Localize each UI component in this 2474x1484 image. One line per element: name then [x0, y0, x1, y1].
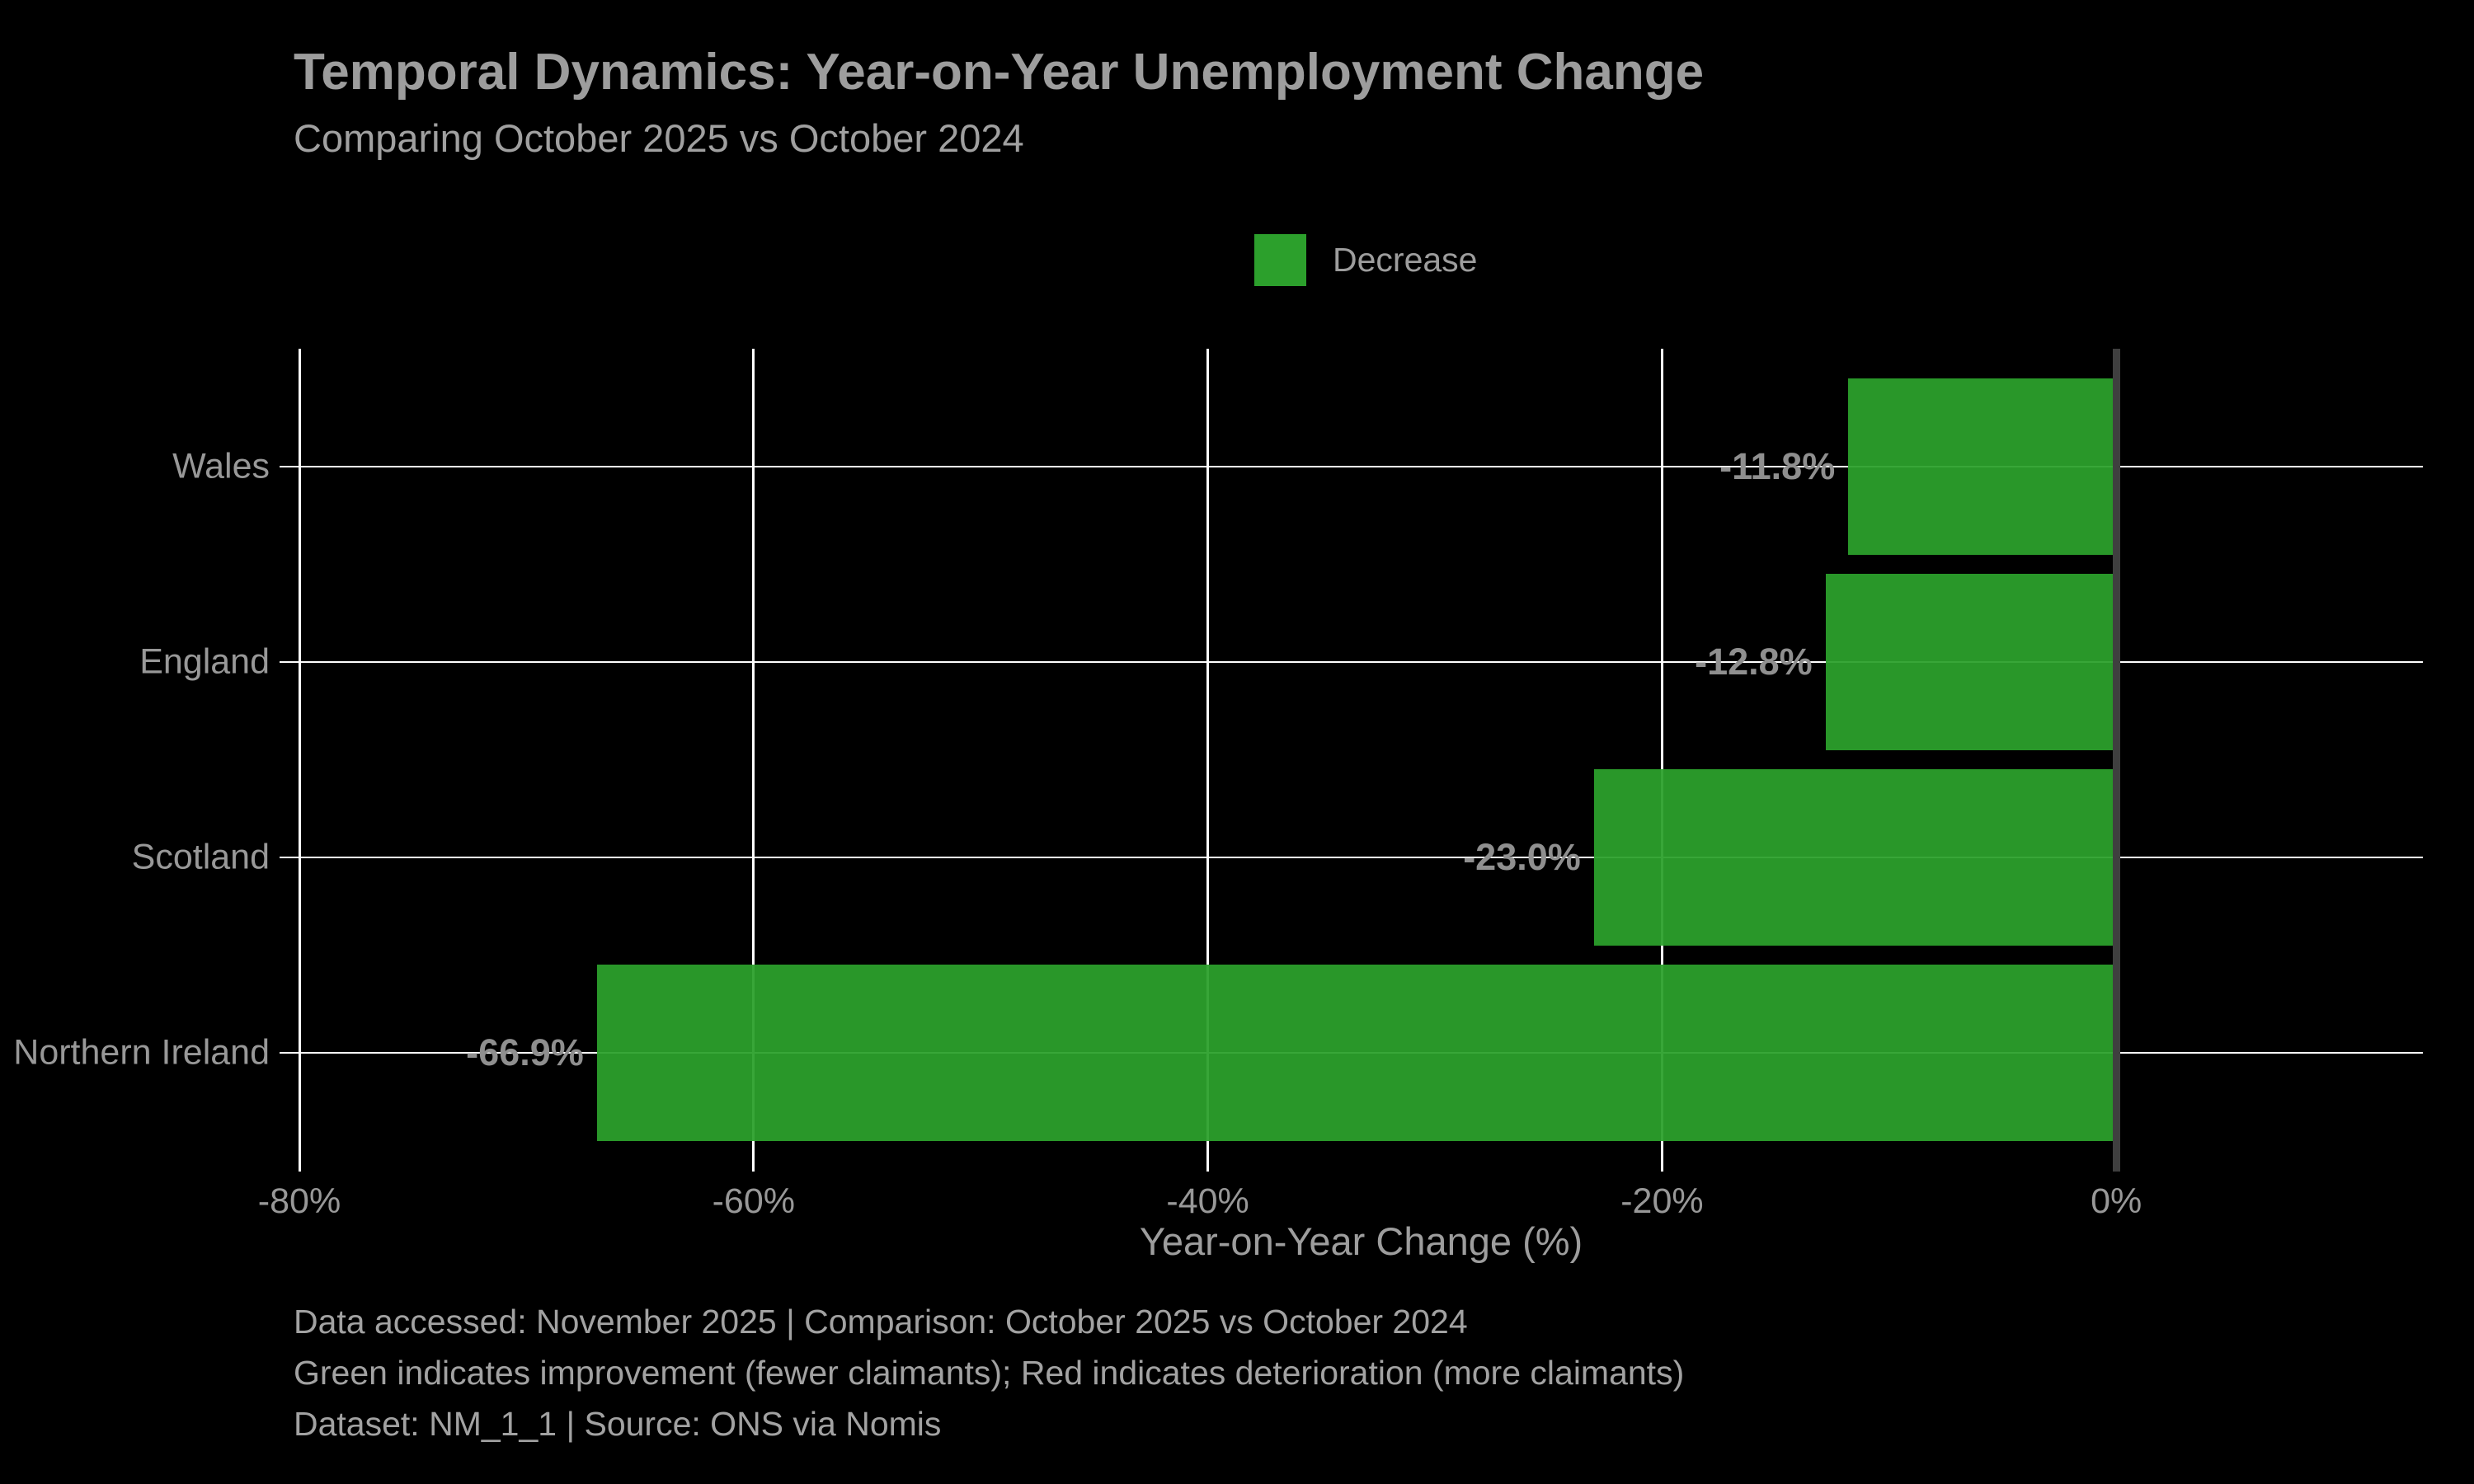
y-category-label: England: [139, 641, 270, 682]
gridline-vertical: [298, 349, 301, 1140]
y-category-label: Wales: [172, 446, 270, 486]
x-tick-label: -80%: [257, 1181, 341, 1221]
gridline-horizontal: [299, 466, 2423, 467]
gridline-horizontal: [299, 661, 2423, 663]
gridline-vertical: [1660, 349, 1663, 1140]
footer-line-dataset-source: Dataset: NM_1_1 | Source: ONS via Nomis: [294, 1405, 942, 1443]
gridline-vertical: [752, 349, 755, 1140]
y-axis-tick: [280, 1052, 299, 1054]
y-axis-tick: [280, 466, 299, 467]
legend-label-decrease: Decrease: [1333, 241, 1478, 279]
bar-scotland: [1593, 769, 2117, 946]
gridline-vertical: [1206, 349, 1210, 1140]
y-category-label: Scotland: [131, 837, 270, 877]
x-axis-tick: [298, 1140, 301, 1172]
bar-wales: [1848, 378, 2117, 555]
bar-value-label: -23.0%: [1463, 836, 1581, 878]
bar-value-label: -11.8%: [1719, 445, 1836, 487]
bar-value-label: -12.8%: [1695, 641, 1813, 683]
bar-england: [1825, 574, 2117, 750]
zero-axis-line: [2112, 349, 2120, 1172]
footer-line-data-accessed: Data accessed: November 2025 | Compariso…: [294, 1303, 1468, 1341]
x-axis-tick: [1206, 1140, 1210, 1172]
x-tick-label: -20%: [1620, 1181, 1704, 1221]
x-axis-title: Year-on-Year Change (%): [1139, 1219, 1583, 1263]
x-axis-tick: [752, 1140, 755, 1172]
y-axis-tick: [280, 661, 299, 663]
y-axis-tick: [280, 857, 299, 858]
gridline-horizontal: [299, 857, 2423, 858]
bar-northern-ireland: [596, 965, 2117, 1141]
chart-title: Temporal Dynamics: Year-on-Year Unemploy…: [294, 44, 1705, 101]
legend-swatch-decrease-icon: [1254, 234, 1306, 286]
chart-footer: Data accessed: November 2025 | Compariso…: [294, 1296, 1684, 1449]
bar-value-label: -66.9%: [466, 1031, 584, 1073]
y-category-label: Northern Ireland: [13, 1032, 270, 1073]
chart-subtitle: Comparing October 2025 vs October 2024: [294, 116, 1024, 160]
x-tick-label: -60%: [712, 1181, 795, 1221]
legend: Decrease: [1254, 234, 1477, 286]
footer-line-color-key: Green indicates improvement (fewer claim…: [294, 1354, 1685, 1392]
x-tick-label: 0%: [2091, 1181, 2142, 1221]
x-axis-tick: [1660, 1140, 1663, 1172]
x-tick-label: -40%: [1166, 1181, 1249, 1221]
